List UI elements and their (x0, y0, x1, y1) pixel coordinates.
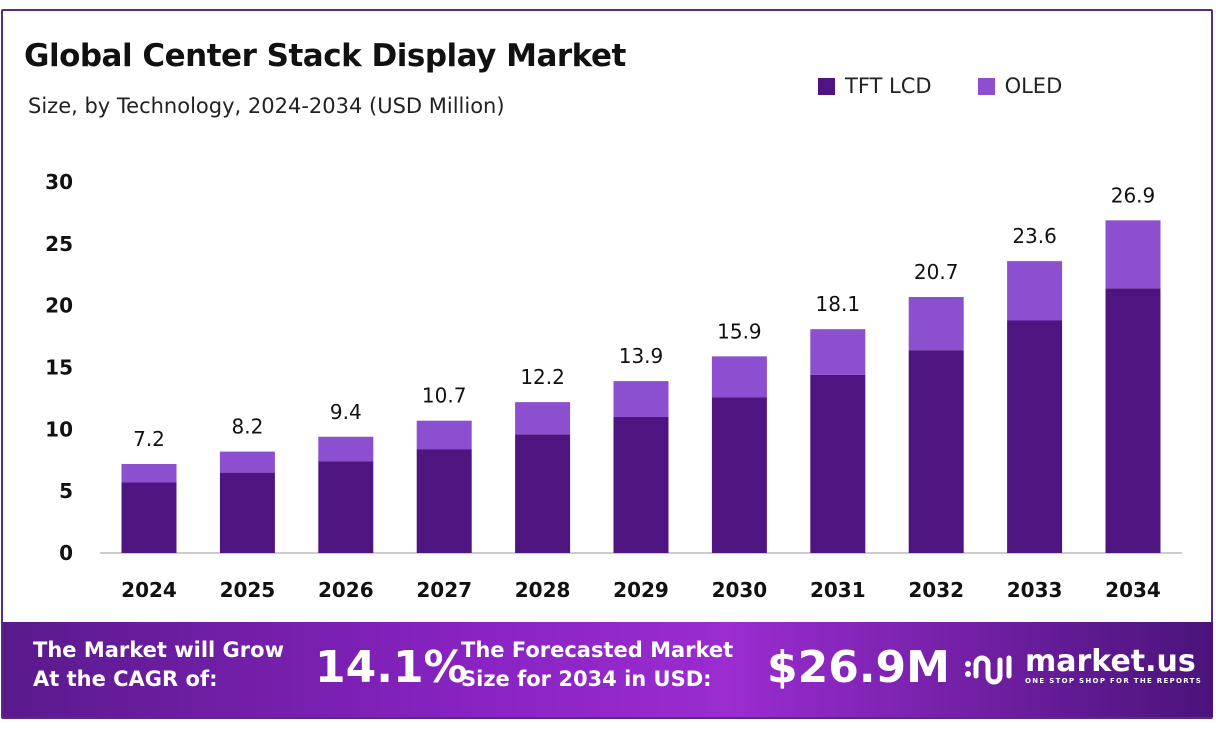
bar-oled-2025 (219, 451, 275, 473)
data-label-total: 12.2 (520, 365, 565, 389)
forecast-value: $26.9M (767, 642, 950, 693)
bar-chart: 0510152025307.220248.220259.4202610.7202… (45, 170, 1182, 602)
data-label-total: 9.4 (330, 400, 362, 424)
y-tick-label: 25 (45, 232, 73, 256)
bar-oled-2029 (613, 381, 669, 417)
bar-tft-lcd-2028 (515, 434, 571, 553)
bar-oled-2032 (908, 297, 964, 351)
bar-tft-lcd-2029 (613, 416, 669, 553)
bar-oled-2033 (1007, 261, 1063, 321)
legend-label-tft-lcd: TFT LCD (845, 74, 932, 98)
cagr-label: The Market will Grow At the CAGR of: (33, 636, 284, 694)
bar-tft-lcd-2026 (318, 461, 374, 553)
logo-name: market.us (1025, 644, 1196, 679)
market-us-logo-icon (965, 655, 1012, 685)
bar-tft-lcd-2031 (810, 374, 866, 553)
logo-tagline: ONE STOP SHOP FOR THE REPORTS (1025, 677, 1203, 685)
data-label-total: 7.2 (133, 427, 165, 451)
bar-oled-2030 (711, 356, 767, 398)
y-tick-label: 30 (45, 170, 73, 194)
x-tick-label: 2024 (121, 578, 177, 602)
data-label-total: 8.2 (231, 415, 263, 439)
forecast-label-line2: Size for 2034 in USD: (461, 667, 712, 691)
data-label-total: 26.9 (1111, 183, 1156, 207)
bar-oled-2027 (416, 420, 472, 450)
legend-item-oled: OLED (977, 74, 1063, 98)
footer-banner: The Market will Grow At the CAGR of: 14.… (3, 622, 1213, 717)
x-tick-label: 2030 (712, 578, 768, 602)
x-tick-label: 2031 (810, 578, 866, 602)
y-tick-label: 5 (59, 479, 73, 503)
data-label-total: 15.9 (717, 319, 762, 343)
bar-tft-lcd-2033 (1007, 320, 1063, 553)
legend: TFT LCD OLED (818, 74, 1062, 98)
bar-tft-lcd-2024 (121, 482, 177, 553)
chart-frame (1, 9, 1213, 719)
bar-oled-2024 (121, 463, 177, 483)
x-tick-label: 2025 (220, 578, 276, 602)
y-tick-label: 20 (45, 294, 73, 318)
legend-swatch-tft-lcd (818, 77, 835, 95)
bar-tft-lcd-2025 (219, 472, 275, 553)
cagr-label-line1: The Market will Grow (33, 638, 284, 662)
x-tick-label: 2032 (908, 578, 964, 602)
x-tick-label: 2033 (1007, 578, 1063, 602)
forecast-label-line1: The Forecasted Market (461, 638, 734, 662)
bar-oled-2034 (1105, 220, 1161, 289)
data-label-total: 23.6 (1012, 224, 1057, 248)
bar-tft-lcd-2027 (416, 449, 472, 553)
cagr-label-line2: At the CAGR of: (33, 667, 218, 691)
x-tick-label: 2029 (613, 578, 669, 602)
data-label-total: 18.1 (816, 292, 861, 316)
x-tick-label: 2034 (1105, 578, 1161, 602)
x-tick-label: 2027 (416, 578, 472, 602)
bar-oled-2026 (318, 436, 374, 462)
y-tick-label: 0 (59, 541, 73, 565)
data-label-total: 10.7 (422, 384, 467, 408)
data-label-total: 20.7 (914, 260, 959, 284)
y-tick-label: 10 (45, 417, 73, 441)
bar-tft-lcd-2034 (1105, 288, 1161, 553)
y-tick-label: 15 (45, 356, 73, 380)
data-label-total: 13.9 (619, 344, 664, 368)
x-tick-label: 2026 (318, 578, 374, 602)
x-tick-label: 2028 (515, 578, 571, 602)
cagr-value: 14.1% (315, 642, 468, 693)
legend-swatch-oled (977, 77, 995, 95)
bar-tft-lcd-2032 (908, 350, 964, 553)
legend-item-tft-lcd: TFT LCD (818, 74, 932, 98)
bar-oled-2031 (810, 329, 866, 375)
chart-subtitle: Size, by Technology, 2024-2034 (USD Mill… (28, 94, 505, 118)
market-us-logo: market.us ONE STOP SHOP FOR THE REPORTS (963, 646, 1202, 686)
bar-tft-lcd-2030 (711, 397, 767, 553)
chart-title: Global Center Stack Display Market (24, 38, 626, 74)
legend-label-oled: OLED (1004, 74, 1063, 98)
forecast-label: The Forecasted Market Size for 2034 in U… (461, 636, 733, 694)
bar-oled-2028 (515, 402, 571, 435)
